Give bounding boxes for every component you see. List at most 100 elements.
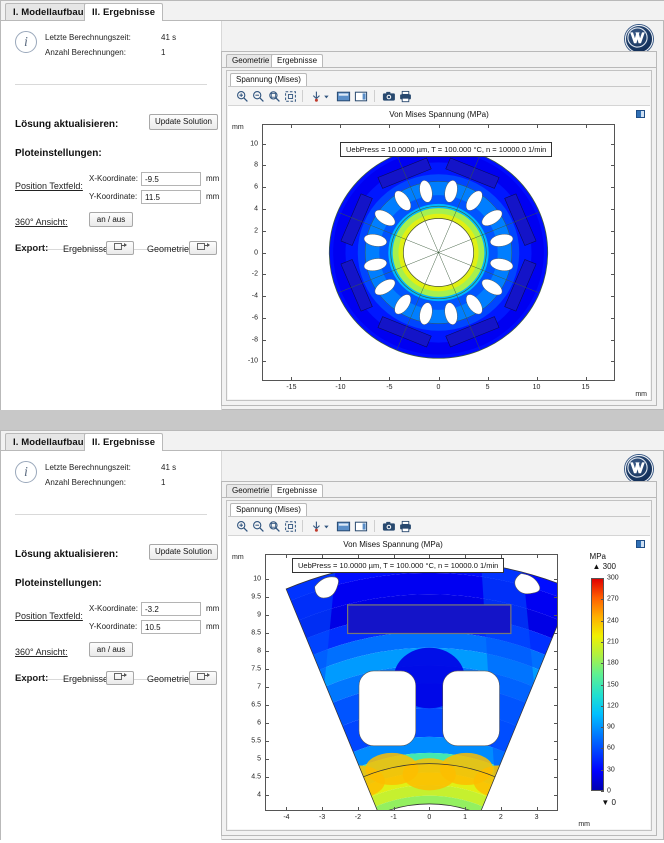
tab-spannung-mises[interactable]: Spannung (Mises) — [230, 503, 307, 517]
export-results-button[interactable] — [106, 671, 134, 685]
x-axis-label-bottom: mm — [578, 821, 590, 828]
print-icon[interactable] — [399, 90, 412, 103]
tab-spannung-mises[interactable]: Spannung (Mises) — [230, 73, 307, 87]
snapshot-camera-icon[interactable] — [382, 520, 396, 533]
colorbar-toggle-icon[interactable] — [336, 520, 351, 533]
x-coordinate-input[interactable] — [141, 602, 201, 616]
y-coordinate-input[interactable] — [141, 620, 201, 634]
colorbar-tick-mark — [601, 663, 604, 665]
main-tab-strip-bottom: I. Modellaufbau II. Ergebnisse — [1, 431, 664, 451]
x-tick-label: -2 — [354, 814, 362, 821]
legend-toggle-icon[interactable] — [354, 90, 368, 103]
y-tick-mark — [554, 794, 558, 796]
y-tick-label: 2 — [254, 227, 258, 235]
update-solution-button[interactable]: Update Solution — [149, 544, 218, 560]
y-tick-mark — [265, 686, 269, 688]
zoom-in-icon[interactable] — [236, 90, 249, 103]
data-cursor-icon[interactable] — [310, 90, 323, 103]
y-tick-label: 4 — [257, 791, 261, 799]
tab-modellaufbau[interactable]: I. Modellaufbau — [5, 433, 92, 451]
snapshot-camera-icon[interactable] — [382, 90, 396, 103]
x-tick-mark — [585, 124, 587, 128]
dropdown-arrow-icon[interactable] — [323, 520, 330, 533]
export-geometry-button[interactable] — [189, 241, 217, 255]
print-icon[interactable] — [399, 520, 412, 533]
zoom-region-icon[interactable] — [268, 90, 281, 103]
x-tick-mark — [393, 554, 395, 558]
calc-count-label: Anzahl Berechnungen: — [45, 48, 126, 57]
export-results-label: Ergebnisse: — [63, 674, 111, 684]
toolbar-separator-2 — [374, 90, 375, 102]
x-tick-label: 3 — [534, 814, 539, 821]
stress-field-bottom — [285, 560, 573, 815]
zoom-out-icon[interactable] — [252, 90, 265, 103]
x-tick-label: -10 — [335, 384, 346, 391]
y-tick-mark — [554, 615, 558, 617]
x-unit-label: mm — [206, 174, 220, 183]
tab-modellaufbau[interactable]: I. Modellaufbau — [5, 3, 92, 21]
chart-title-top: Von Mises Spannung (MPa) — [389, 110, 489, 119]
view-360-label: 360° Ansicht: — [15, 217, 68, 227]
colorbar-tick-mark — [601, 641, 604, 643]
control-column-top: i Letzte Berechnungszeit: 41 s Anzahl Be… — [1, 21, 222, 410]
x-tick-mark — [429, 554, 431, 558]
tab-geometrie[interactable]: Geometrie — [226, 54, 276, 68]
tab-plot-ergebnisse[interactable]: Ergebnisse — [271, 54, 324, 68]
data-cursor-icon[interactable] — [310, 520, 323, 533]
y-coordinate-input[interactable] — [141, 190, 201, 204]
y-tick-label: 4.5 — [251, 773, 261, 781]
colorbar-toggle-icon[interactable] — [336, 90, 351, 103]
plot-tab-underline — [222, 497, 656, 498]
x-tick-label: 1 — [463, 814, 468, 821]
x-tick-label: 15 — [581, 384, 590, 391]
x-unit-label: mm — [206, 604, 220, 613]
x-tick-mark — [429, 807, 431, 811]
update-solution-button[interactable]: Update Solution — [149, 114, 218, 130]
info-icon: i — [15, 461, 37, 483]
divider-1 — [15, 84, 207, 85]
legend-toggle-icon[interactable] — [354, 520, 368, 533]
dock-panel-icon[interactable] — [636, 110, 645, 118]
fit-to-view-icon[interactable] — [284, 520, 297, 533]
calc-count-value: 1 — [161, 478, 166, 487]
dropdown-arrow-icon[interactable] — [323, 90, 330, 103]
view-360-toggle-button[interactable]: an / aus — [89, 642, 133, 657]
y-tick-label: -4 — [251, 292, 258, 300]
y-tick-mark — [265, 758, 269, 760]
tab-geometrie[interactable]: Geometrie — [226, 484, 276, 498]
y-tick-mark — [262, 252, 266, 254]
y-tick-label: 9 — [257, 611, 261, 619]
y-tick-label: -2 — [251, 270, 258, 278]
view-360-toggle-button[interactable]: an / aus — [89, 212, 133, 227]
y-tick-mark — [554, 740, 558, 742]
dock-panel-icon[interactable] — [636, 540, 645, 548]
y-tick-label: 6.5 — [251, 701, 261, 709]
x-tick-mark — [340, 124, 342, 128]
colorbar-min-marker: ▼ 0 — [601, 798, 616, 807]
zoom-out-icon[interactable] — [252, 520, 265, 533]
tab-ergebnisse[interactable]: II. Ergebnisse — [84, 433, 164, 451]
tab-ergebnisse[interactable]: II. Ergebnisse — [84, 3, 164, 21]
tab-plot-ergebnisse[interactable]: Ergebnisse — [271, 484, 324, 498]
results-panel-bottom: I. Modellaufbau II. Ergebnisse i Letzte … — [0, 430, 664, 840]
zoom-in-icon[interactable] — [236, 520, 249, 533]
plot-tab-strip-top: Geometrie Ergebnisse — [222, 52, 656, 68]
export-results-label: Ergebnisse: — [63, 244, 111, 254]
textfield-position-label: Position Textfeld: — [15, 181, 83, 191]
y-tick-label: -6 — [251, 314, 258, 322]
zoom-region-icon[interactable] — [268, 520, 281, 533]
x-coordinate-input[interactable] — [141, 172, 201, 186]
colorbar-tick-mark — [601, 727, 604, 729]
fit-to-view-icon[interactable] — [284, 90, 297, 103]
export-geometry-button[interactable] — [189, 671, 217, 685]
x-tick-mark — [322, 554, 324, 558]
x-tick-mark — [536, 124, 538, 128]
calc-time-label: Letzte Berechnungszeit: — [45, 33, 131, 42]
x-coord-label: X-Koordinate: — [89, 174, 138, 183]
plot-tab-underline — [222, 67, 656, 68]
x-axis-label-top: mm — [635, 391, 647, 398]
vw-monogram-icon — [627, 457, 648, 478]
colorbar-tick-mark — [601, 578, 604, 579]
y-tick-label: 8 — [254, 161, 258, 169]
export-results-button[interactable] — [106, 241, 134, 255]
